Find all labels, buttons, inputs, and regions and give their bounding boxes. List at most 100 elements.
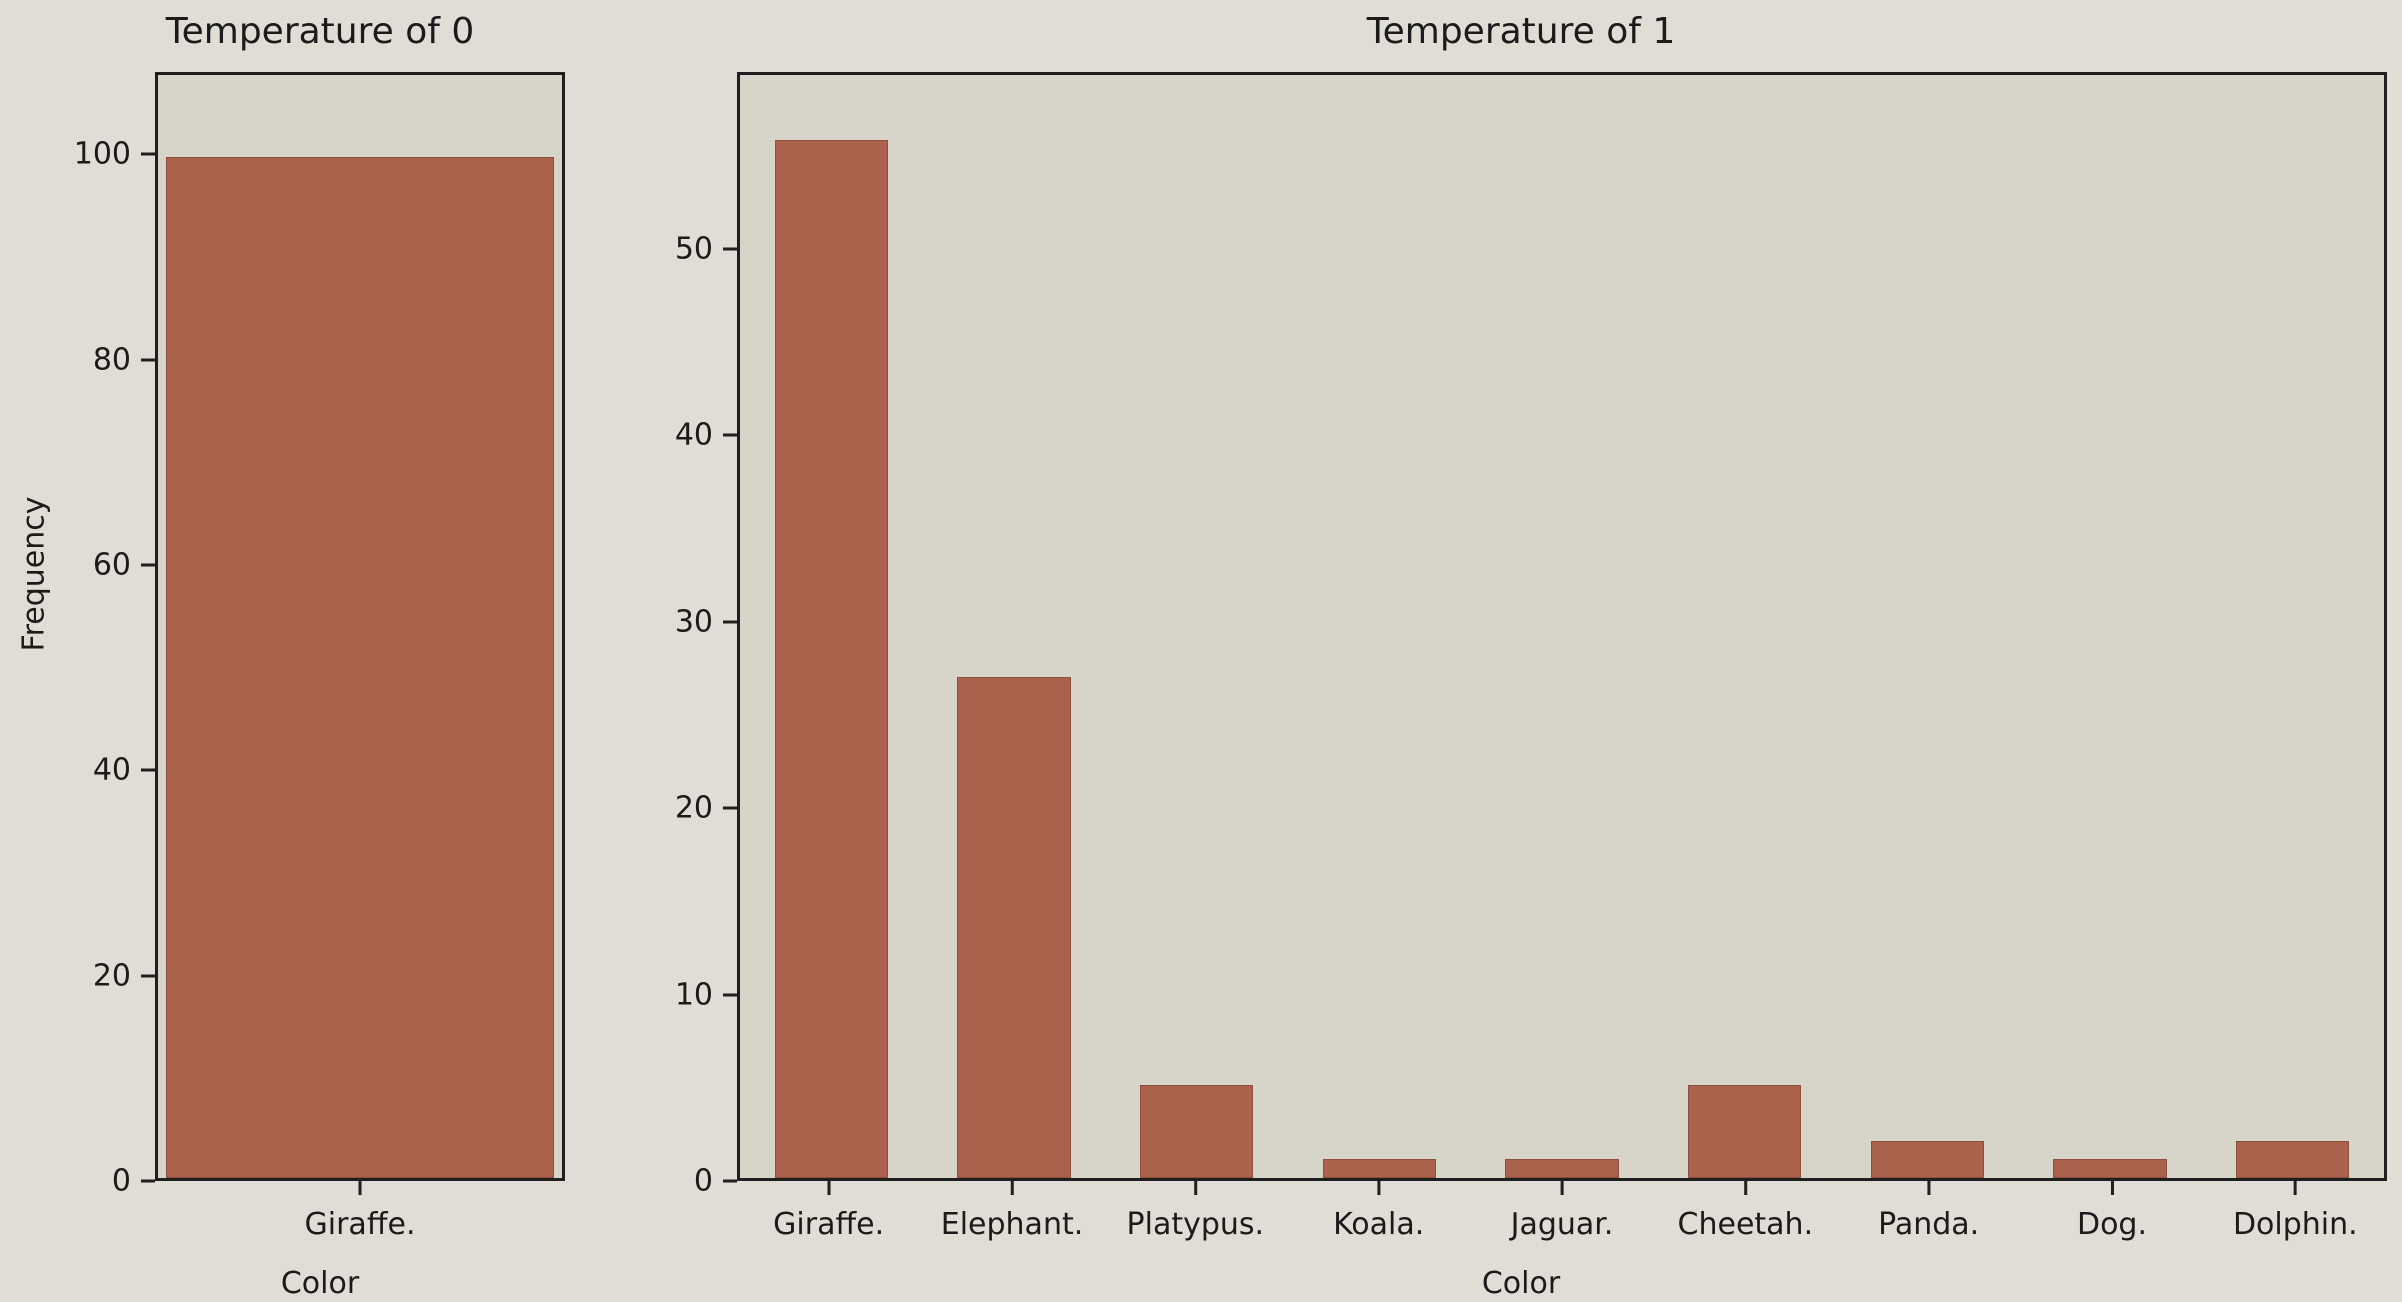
y-axis-right: 0 10 20 30 40 50: [602, 72, 737, 1199]
y-tick-mark: [723, 433, 737, 437]
y-tick-label: 0: [111, 1163, 131, 1199]
x-tick: Giraffe.: [773, 1181, 884, 1242]
x-tick: Platypus.: [1126, 1181, 1265, 1242]
y-tick-label: 0: [693, 1163, 713, 1199]
y-tick-mark: [141, 974, 155, 978]
bar-slot: [1653, 75, 1836, 1178]
y-tick: 40: [93, 753, 155, 788]
x-tick-label: Dolphin.: [2232, 1207, 2358, 1242]
chart-title-right: Temperature of 1: [1366, 11, 1676, 52]
x-tick-label: Panda.: [1878, 1207, 1980, 1242]
y-tick-label: 20: [92, 958, 131, 994]
x-tick-mark: [1193, 1181, 1197, 1195]
x-tick-mark: [1010, 1181, 1014, 1195]
y-tick: 40: [675, 418, 737, 453]
x-tick: Elephant.: [940, 1181, 1084, 1242]
bar-cheetah[interactable]: [1688, 1085, 1802, 1178]
bar-dog[interactable]: [2053, 1159, 2167, 1178]
bar-slot: [1105, 75, 1288, 1178]
y-tick: 0: [112, 1164, 155, 1199]
x-axis-title-right: Color: [1481, 1266, 1561, 1301]
x-tick-label: Jaguar.: [1510, 1207, 1614, 1242]
y-tick-label: 40: [674, 417, 713, 453]
bar-slot: [2019, 75, 2202, 1178]
bar-koala[interactable]: [1322, 1159, 1436, 1178]
bar-jaguar[interactable]: [1505, 1159, 1619, 1178]
bar-slot: [2201, 75, 2384, 1178]
plot-area-left: [155, 72, 565, 1181]
y-tick-mark: [723, 806, 737, 810]
chart-title-left: Temperature of 0: [165, 11, 475, 52]
y-tick: 50: [675, 232, 737, 267]
y-tick: 0: [694, 1164, 737, 1199]
x-tick-label: Platypus.: [1126, 1207, 1265, 1242]
y-tick-mark: [723, 1179, 737, 1183]
x-tick: Panda.: [1878, 1181, 1979, 1242]
bar-panda[interactable]: [1870, 1140, 1984, 1178]
x-axis-title-left: Color: [280, 1266, 360, 1301]
y-tick-mark: [723, 620, 737, 624]
x-tick-mark: [827, 1181, 831, 1195]
y-tick-label: 30: [674, 604, 713, 640]
y-tick-label: 60: [92, 547, 131, 583]
bar-slot: [1288, 75, 1471, 1178]
y-tick-mark: [141, 358, 155, 362]
x-axis-left: Giraffe.: [0, 1181, 640, 1291]
bar-giraffe[interactable]: [166, 156, 554, 1178]
bar-platypus[interactable]: [1140, 1085, 1254, 1178]
y-tick-label: 40: [92, 752, 131, 788]
y-tick: 80: [93, 342, 155, 377]
chart-panel-left: Temperature of 0 0 20 40 60 80 100 Frequency …: [0, 14, 640, 1302]
bar-slot: [1836, 75, 2019, 1178]
y-tick: 10: [675, 977, 737, 1012]
x-tick: Giraffe.: [304, 1181, 416, 1242]
y-tick: 20: [93, 958, 155, 993]
y-tick-label: 100: [73, 136, 131, 172]
y-tick-mark: [141, 1179, 155, 1183]
y-axis-left: 0 20 40 60 80 100: [20, 72, 155, 1199]
y-tick-mark: [141, 768, 155, 772]
x-tick: Jaguar.: [1510, 1181, 1614, 1242]
bar-dolphin[interactable]: [2236, 1140, 2350, 1178]
y-axis-title-left: Frequency: [16, 496, 52, 652]
bar-slot: [740, 75, 923, 1178]
bar-slot: [158, 75, 562, 1178]
bar-slot: [1471, 75, 1654, 1178]
x-tick-label: Giraffe.: [304, 1207, 416, 1242]
chart-panel-right: Temperature of 1 0 10 20 30 40 50 Giraffe. Ele…: [640, 14, 2402, 1302]
bar-giraffe[interactable]: [774, 139, 888, 1178]
x-tick-mark: [1927, 1181, 1931, 1195]
y-tick: 30: [675, 604, 737, 639]
y-tick-mark: [141, 152, 155, 156]
x-tick-label: Giraffe.: [773, 1207, 885, 1242]
x-tick: Koala.: [1333, 1181, 1424, 1242]
x-tick-mark: [1377, 1181, 1381, 1195]
x-tick: Cheetah.: [1677, 1181, 1814, 1242]
y-tick-mark: [141, 563, 155, 567]
x-tick-mark: [358, 1181, 362, 1195]
bar-series-right: [740, 75, 2384, 1178]
x-tick-mark: [1560, 1181, 1564, 1195]
x-tick-label: Dog.: [2076, 1207, 2148, 1242]
y-tick-label: 50: [674, 231, 713, 267]
x-tick-label: Elephant.: [940, 1207, 1084, 1242]
x-tick-mark: [2110, 1181, 2114, 1195]
y-tick-label: 10: [674, 977, 713, 1013]
y-tick: 100: [74, 137, 155, 172]
y-tick-label: 20: [674, 790, 713, 826]
y-tick-label: 80: [92, 342, 131, 378]
x-tick-label: Koala.: [1333, 1207, 1425, 1242]
x-axis-right: Giraffe. Elephant. Platypus. Koala. Jaguar. C…: [640, 1181, 2402, 1291]
bar-series-left: [158, 75, 562, 1178]
x-tick-mark: [2293, 1181, 2297, 1195]
y-tick: 60: [93, 547, 155, 582]
y-tick-mark: [723, 247, 737, 251]
x-tick: Dog.: [2077, 1181, 2147, 1242]
y-tick: 20: [675, 791, 737, 826]
y-tick-mark: [723, 993, 737, 997]
x-tick-label: Cheetah.: [1677, 1207, 1814, 1242]
bar-elephant[interactable]: [957, 677, 1071, 1178]
bar-slot: [923, 75, 1106, 1178]
x-tick-mark: [1743, 1181, 1747, 1195]
